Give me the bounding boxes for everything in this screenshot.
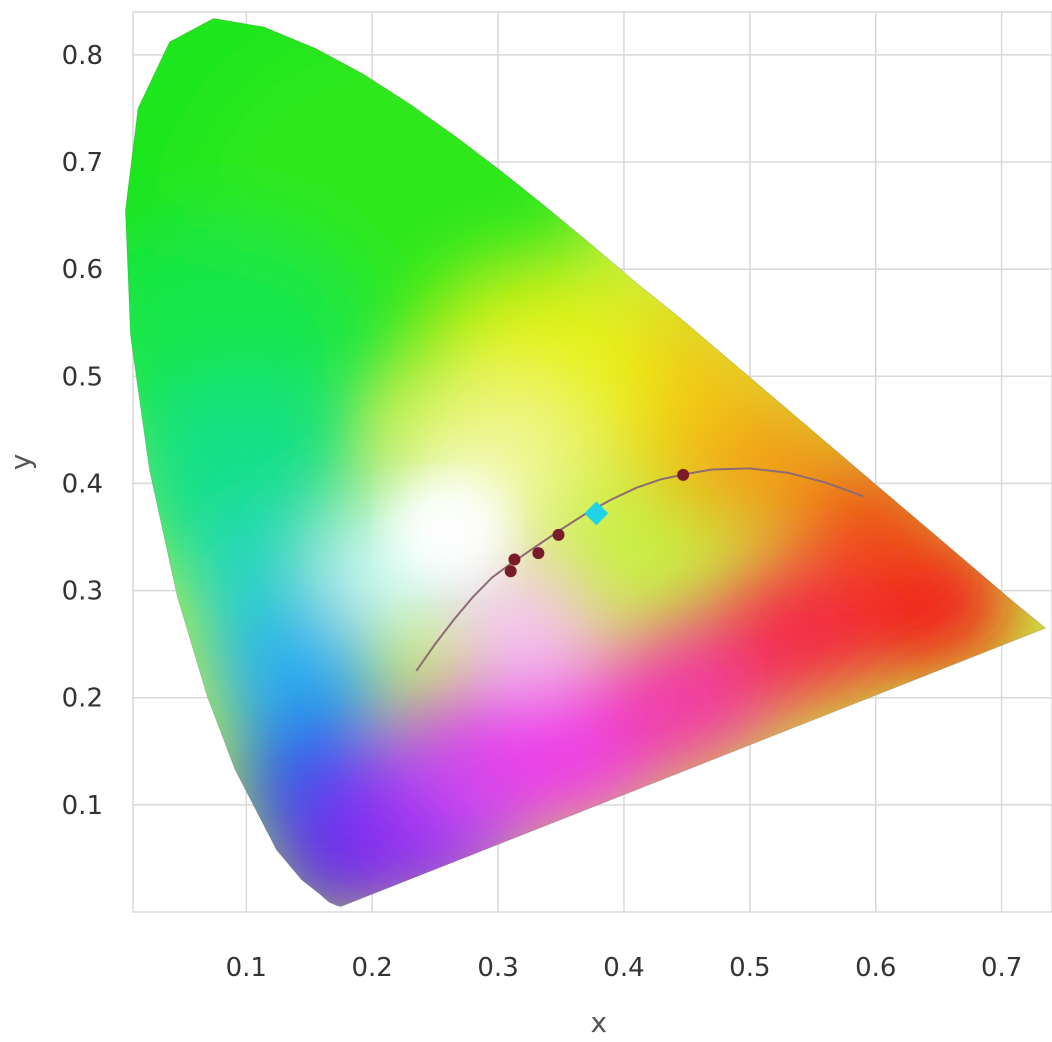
x-tick-label: 0.6 — [855, 953, 896, 983]
highlight-point — [584, 501, 609, 526]
y-axis-label: y — [4, 454, 37, 471]
x-axis-label: x — [591, 1006, 608, 1039]
data-point — [532, 547, 545, 560]
y-tick-label: 0.1 — [62, 791, 103, 821]
x-tick-label: 0.1 — [226, 953, 267, 983]
tick-labels: 0.1 0.2 0.3 0.4 0.5 0.6 0.7 0.1 0.2 0.3 0.4 0.5 0.6 0… — [62, 41, 1023, 983]
x-tick-label: 0.2 — [352, 953, 393, 983]
y-tick-label: 0.6 — [62, 255, 103, 285]
data-point — [552, 528, 565, 541]
x-tick-label: 0.7 — [981, 953, 1022, 983]
x-tick-label: 0.5 — [729, 953, 770, 983]
x-tick-label: 0.4 — [603, 953, 644, 983]
x-tick-label: 0.3 — [477, 953, 518, 983]
y-tick-label: 0.5 — [62, 362, 103, 392]
y-tick-label: 0.3 — [62, 577, 103, 607]
y-tick-label: 0.4 — [62, 469, 103, 499]
y-tick-label: 0.7 — [62, 148, 103, 178]
y-tick-label: 0.8 — [62, 41, 103, 71]
spectral-locus-outline — [124, 17, 1047, 908]
y-tick-label: 0.2 — [62, 684, 103, 714]
spectral-locus-gamut — [125, 18, 1046, 907]
data-point — [677, 468, 690, 481]
data-points — [504, 468, 690, 578]
data-point — [508, 553, 521, 566]
data-point — [504, 565, 517, 578]
